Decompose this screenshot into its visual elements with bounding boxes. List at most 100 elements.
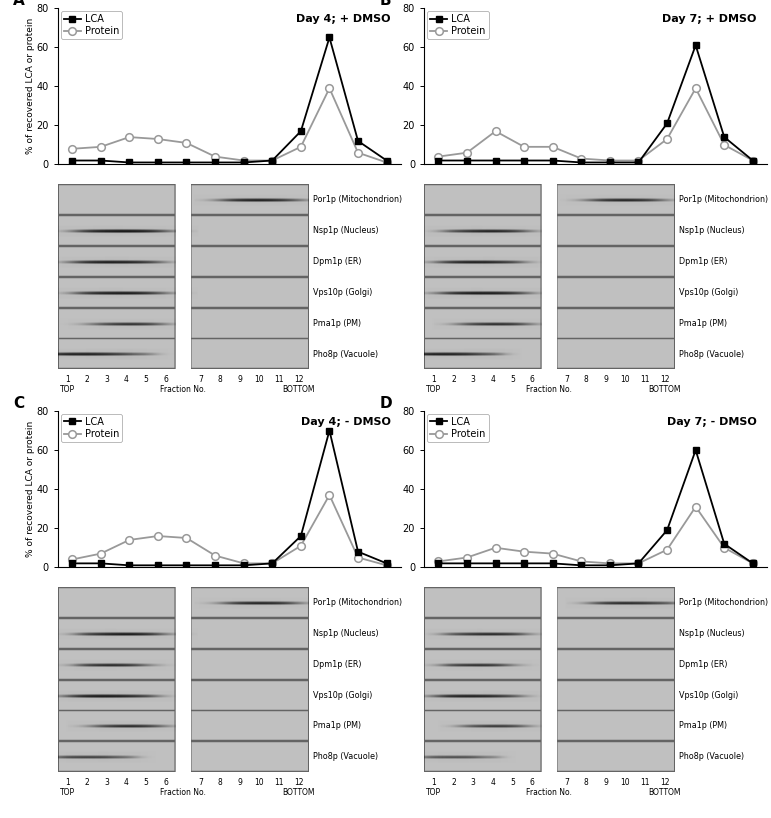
LCA: [520, 155, 529, 165]
Protein: [577, 556, 586, 566]
Text: D: D: [379, 396, 392, 411]
Bar: [176, 587, 190, 618]
LCA: [491, 155, 500, 165]
Protein: [153, 531, 163, 541]
Protein: [605, 155, 614, 165]
Text: 12: 12: [294, 375, 303, 384]
Text: 6: 6: [163, 375, 168, 384]
LCA: [434, 155, 443, 165]
Text: 11: 11: [641, 375, 650, 384]
Text: 11: 11: [274, 375, 284, 384]
Text: Day 7; + DMSO: Day 7; + DMSO: [662, 15, 757, 25]
Text: Fraction No.: Fraction No.: [527, 385, 572, 394]
LCA: [577, 158, 586, 168]
LCA: [325, 33, 334, 43]
LCA: [434, 559, 443, 569]
Text: TOP: TOP: [60, 789, 76, 798]
Text: Pho8p (Vacuole): Pho8p (Vacuole): [313, 753, 378, 762]
Bar: [176, 618, 190, 649]
LCA: [691, 40, 700, 50]
LCA: [382, 559, 391, 569]
Text: Nsp1p (Nucleus): Nsp1p (Nucleus): [679, 226, 745, 235]
Protein: [463, 553, 472, 563]
Protein: [68, 144, 77, 154]
Line: Protein: Protein: [435, 503, 756, 567]
LCA: [68, 559, 77, 569]
Text: Nsp1p (Nucleus): Nsp1p (Nucleus): [313, 629, 379, 638]
Text: Dpm1p (ER): Dpm1p (ER): [313, 659, 362, 668]
Text: 9: 9: [604, 375, 608, 384]
Text: 4: 4: [124, 778, 129, 787]
Text: TOP: TOP: [60, 385, 76, 394]
Text: 1: 1: [432, 778, 436, 787]
Legend: LCA, Protein: LCA, Protein: [61, 414, 123, 443]
LCA: [353, 546, 362, 556]
Bar: [176, 339, 190, 370]
Text: 8: 8: [584, 778, 588, 787]
Protein: [634, 155, 643, 165]
Protein: [210, 551, 220, 560]
Text: 5: 5: [143, 778, 149, 787]
Protein: [182, 138, 191, 148]
LCA: [153, 158, 163, 168]
Protein: [434, 556, 443, 566]
Text: 10: 10: [621, 375, 630, 384]
Text: 4: 4: [490, 778, 495, 787]
LCA: [605, 158, 614, 168]
LCA: [210, 158, 220, 168]
Text: 8: 8: [217, 375, 222, 384]
Bar: [542, 339, 557, 370]
Text: Fraction No.: Fraction No.: [527, 789, 572, 798]
Text: 10: 10: [621, 778, 630, 787]
Text: 5: 5: [510, 778, 515, 787]
LCA: [68, 155, 77, 165]
Bar: [176, 308, 190, 339]
Bar: [176, 680, 190, 711]
Text: Nsp1p (Nucleus): Nsp1p (Nucleus): [313, 226, 379, 235]
Bar: [542, 215, 557, 245]
Protein: [268, 559, 277, 569]
Text: Pho8p (Vacuole): Pho8p (Vacuole): [679, 349, 744, 358]
Protein: [353, 553, 362, 563]
Protein: [491, 126, 500, 136]
Protein: [520, 546, 529, 556]
LCA: [296, 531, 305, 541]
Text: 2: 2: [451, 375, 456, 384]
Bar: [542, 680, 557, 711]
LCA: [634, 158, 643, 168]
Text: 6: 6: [163, 778, 168, 787]
Text: BOTTOM: BOTTOM: [282, 385, 315, 394]
Bar: [176, 215, 190, 245]
Text: 9: 9: [604, 778, 608, 787]
Line: LCA: LCA: [436, 43, 756, 165]
Protein: [296, 142, 305, 152]
Bar: [542, 711, 557, 741]
Legend: LCA, Protein: LCA, Protein: [427, 414, 489, 443]
LCA: [491, 559, 500, 569]
Text: C: C: [13, 396, 25, 411]
Text: 3: 3: [470, 778, 476, 787]
Text: 2: 2: [85, 778, 89, 787]
Text: Dpm1p (ER): Dpm1p (ER): [313, 257, 362, 266]
Bar: [542, 184, 557, 215]
Bar: [176, 741, 190, 772]
Protein: [382, 158, 391, 168]
Protein: [662, 134, 672, 144]
Text: Vps10p (Golgi): Vps10p (Golgi): [679, 288, 739, 297]
Line: Protein: Protein: [69, 84, 390, 166]
Text: 7: 7: [198, 778, 203, 787]
Protein: [719, 543, 729, 553]
Bar: [542, 276, 557, 308]
Protein: [68, 555, 77, 564]
Protein: [353, 148, 362, 158]
Protein: [239, 559, 248, 569]
Text: 2: 2: [451, 778, 456, 787]
Text: 4: 4: [490, 375, 495, 384]
LCA: [296, 126, 305, 136]
Line: LCA: LCA: [436, 447, 756, 569]
Text: Fraction No.: Fraction No.: [160, 789, 206, 798]
Text: Nsp1p (Nucleus): Nsp1p (Nucleus): [679, 629, 745, 638]
Y-axis label: % of recovered LCA or protein: % of recovered LCA or protein: [26, 421, 35, 557]
Text: Vps10p (Golgi): Vps10p (Golgi): [679, 690, 739, 699]
LCA: [382, 155, 391, 165]
